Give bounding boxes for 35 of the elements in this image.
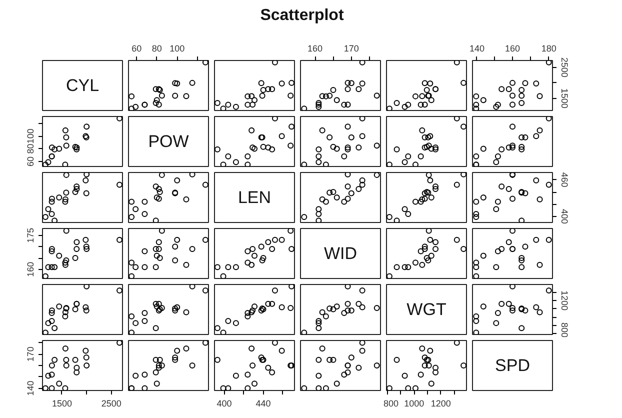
y-tick-label: 460	[560, 172, 570, 188]
x-tick-label: 170	[344, 44, 359, 54]
x-tick-label: 400	[216, 398, 232, 408]
text: POW	[148, 132, 189, 151]
x-tick-label: 160	[308, 44, 323, 54]
text: Scatterplot	[260, 6, 344, 26]
x-tick-label: 800	[384, 398, 399, 408]
text: LEN	[238, 188, 272, 207]
x-tick-label: 1500	[52, 398, 72, 408]
x-tick-label: 80	[152, 44, 162, 54]
y-tick-label: 800	[560, 322, 570, 338]
y-tick-label: 1200	[560, 290, 570, 311]
text: WGT	[406, 300, 446, 319]
y-tick-label: 400	[560, 208, 570, 224]
y-tick-label: 60	[26, 156, 36, 166]
x-tick-label: 160	[504, 44, 520, 54]
x-tick-label: 100	[170, 44, 185, 54]
y-tick-label: 175	[26, 228, 36, 243]
y-tick-label: 80	[26, 144, 36, 154]
y-tick-label: 1500	[560, 88, 570, 108]
x-tick-label: 140	[470, 44, 485, 54]
y-tick-label: 100	[26, 128, 36, 144]
text: SPD	[495, 356, 530, 375]
x-tick-label: 440	[256, 398, 271, 408]
x-tick-label: 180	[541, 44, 556, 54]
y-tick-label: 2500	[560, 57, 570, 78]
x-tick-label: 1200	[430, 398, 451, 408]
text: WID	[324, 244, 358, 263]
x-tick-label: 1000	[404, 398, 424, 408]
y-tick-label: 170	[26, 346, 36, 362]
y-tick-label: 140	[26, 380, 36, 396]
x-tick-label: 60	[132, 44, 142, 54]
x-tick-label: 2500	[101, 398, 122, 408]
y-tick-label: 160	[26, 262, 36, 277]
text: CYL	[66, 76, 100, 95]
